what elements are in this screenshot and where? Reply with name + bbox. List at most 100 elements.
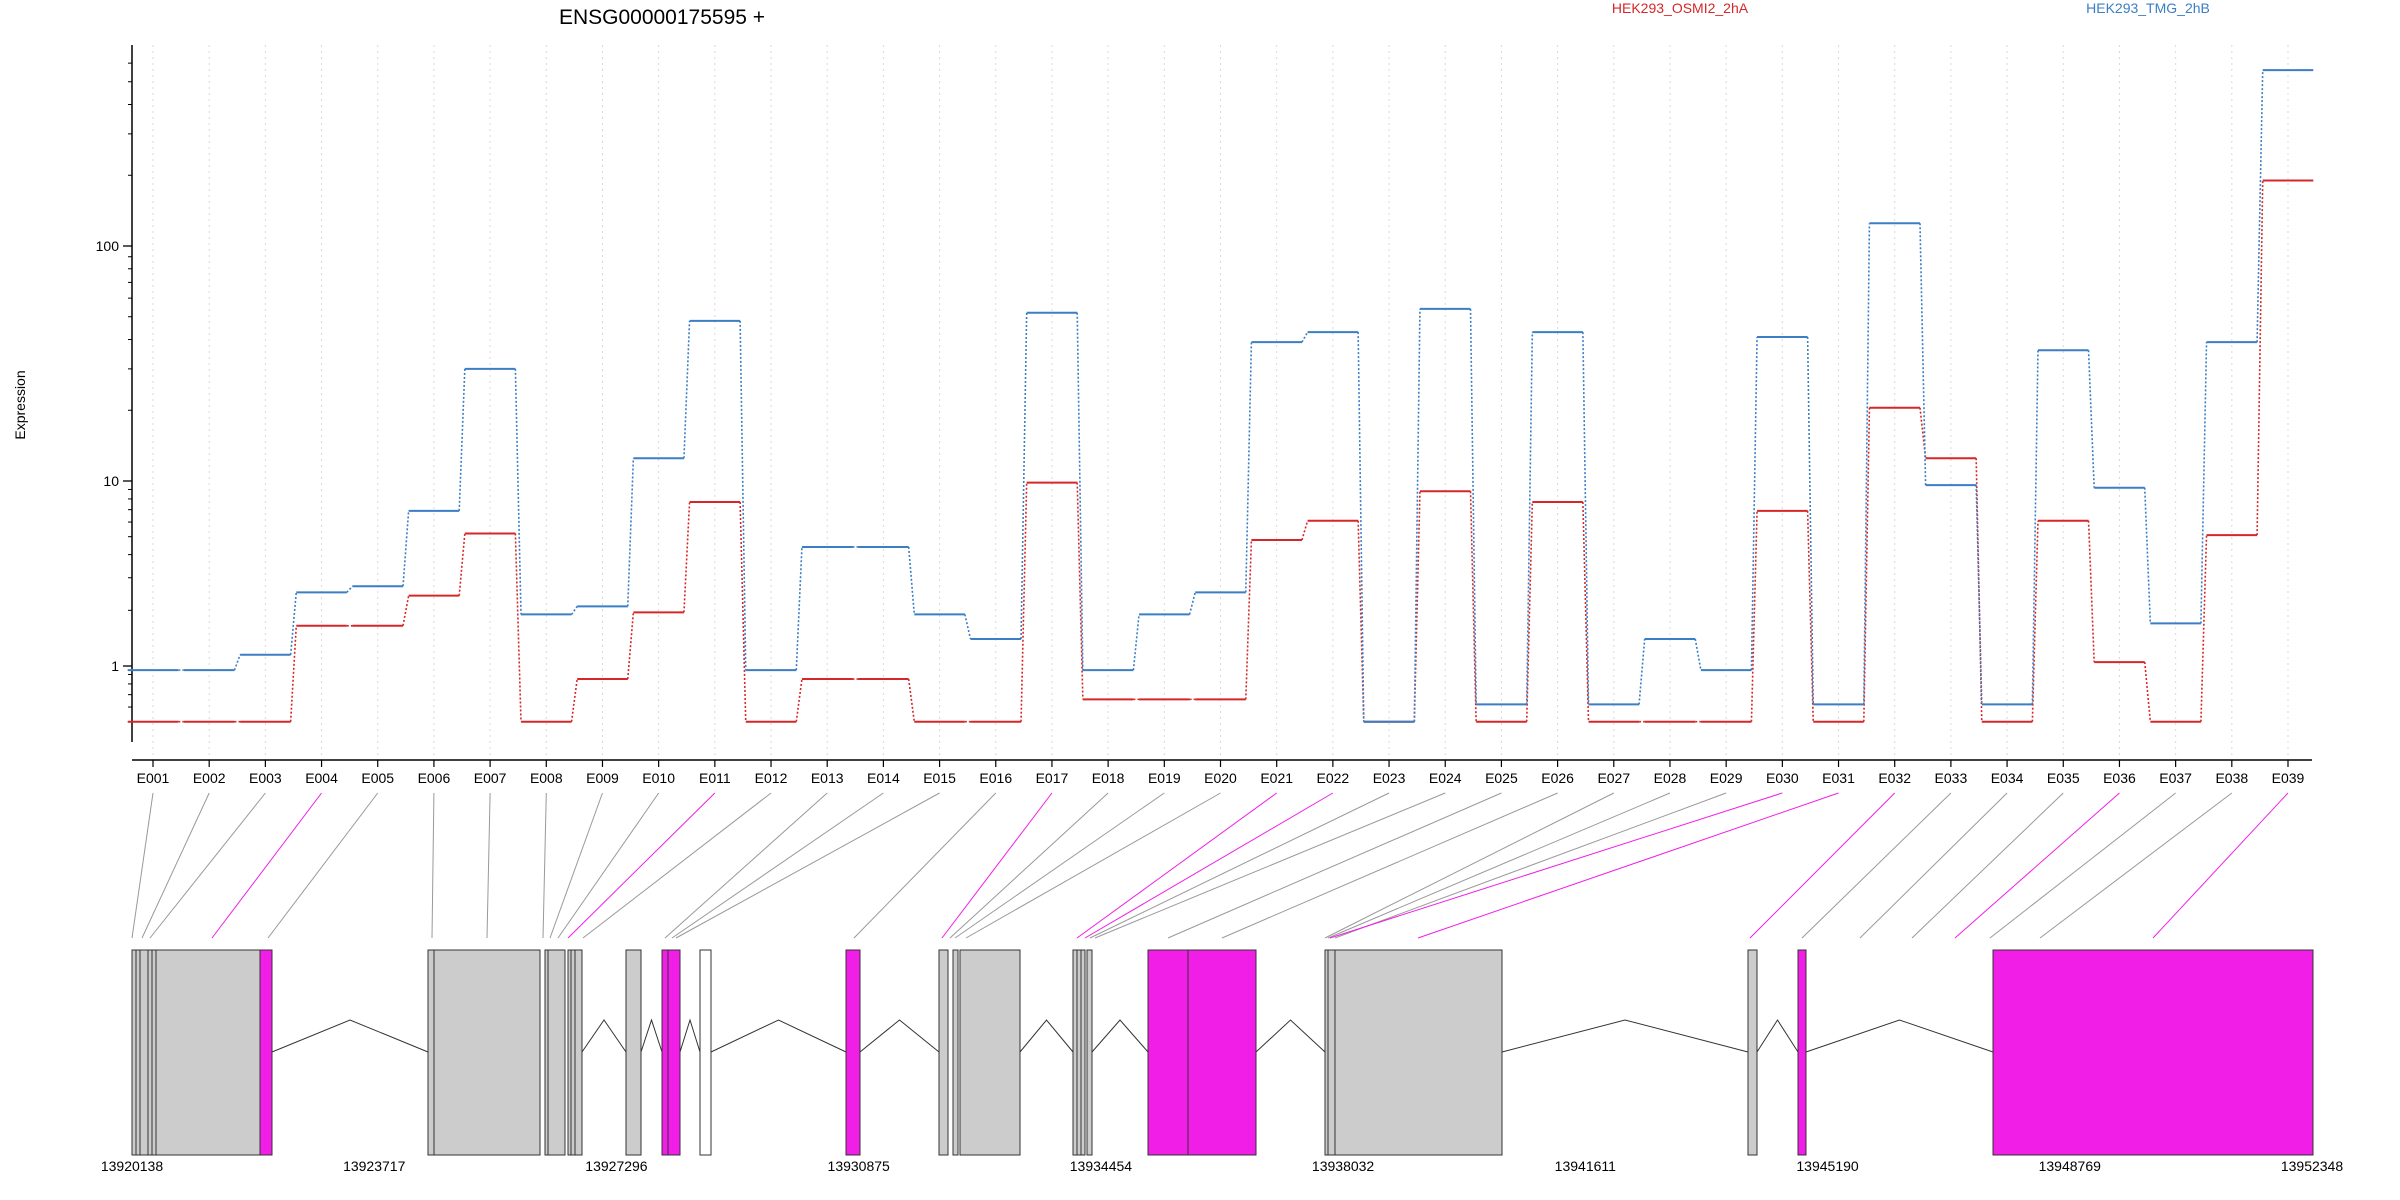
x-tick-label-e008: E008 xyxy=(530,770,563,786)
x-tick-label-e038: E038 xyxy=(2215,770,2248,786)
exon-block xyxy=(1072,949,1086,1156)
connector-e011 xyxy=(567,792,716,939)
genomic-tick-label: 13934454 xyxy=(1070,1158,1133,1174)
series-2-transition xyxy=(1694,638,1702,671)
series-2-transition xyxy=(233,654,241,671)
series-1-transition xyxy=(570,678,578,722)
legend-series-1: HEK293_OSMI2_2hA xyxy=(1612,0,1749,16)
connector-e021 xyxy=(1076,792,1277,939)
y-tick-label: 10 xyxy=(103,473,119,489)
connector-e012 xyxy=(582,792,772,939)
exon-block-highlighted xyxy=(1797,949,1807,1156)
series-1-transition xyxy=(1357,520,1365,722)
x-tick-label-e002: E002 xyxy=(193,770,226,786)
y-tick-label: 100 xyxy=(96,238,120,254)
x-tick-label-e011: E011 xyxy=(699,770,731,786)
chart-title: ENSG00000175595 + xyxy=(559,6,765,29)
connector-e001 xyxy=(131,792,154,939)
exon-block xyxy=(952,949,959,1156)
series-1-transition xyxy=(2087,520,2095,663)
x-tick-label-e036: E036 xyxy=(2103,770,2136,786)
series-2-transition xyxy=(2143,487,2152,624)
exon-block-highlighted xyxy=(845,949,861,1156)
genomic-tick-label: 13941611 xyxy=(1555,1158,1616,1174)
series-1-transition xyxy=(683,501,691,613)
series-2-transition xyxy=(458,368,466,511)
connector-e020 xyxy=(965,792,1221,939)
connector-e003 xyxy=(149,792,266,939)
x-tick-label-e012: E012 xyxy=(755,770,788,786)
x-tick-label-e006: E006 xyxy=(418,770,451,786)
series-1-transition xyxy=(1582,501,1590,722)
intron-line xyxy=(859,1019,940,1053)
x-tick-label-e004: E004 xyxy=(305,770,338,786)
x-tick-label-e021: E021 xyxy=(1260,770,1293,786)
series-1-transition xyxy=(1863,407,1871,722)
legend-series-2: HEK293_TMG_2hB xyxy=(2086,0,2210,16)
connector-e006 xyxy=(431,792,435,939)
intron-line xyxy=(1805,1019,1994,1053)
series-1-transition xyxy=(2256,180,2264,536)
x-tick-label-e031: E031 xyxy=(1822,770,1855,786)
series-1-transition xyxy=(1076,482,1084,700)
series-1-transition xyxy=(1750,510,1758,722)
intron-line xyxy=(581,1019,627,1053)
x-tick-label-e037: E037 xyxy=(2159,770,2192,786)
series-2-transition xyxy=(1357,332,1365,722)
series-2-transition xyxy=(1076,312,1084,671)
x-tick-label-e016: E016 xyxy=(979,770,1012,786)
y-axis-label: Expression xyxy=(12,370,28,439)
x-tick-label-e015: E015 xyxy=(923,770,956,786)
genomic-tick-label: 13938032 xyxy=(1312,1158,1375,1174)
connector-e039 xyxy=(2152,792,2289,939)
exon-block-highlighted xyxy=(1147,949,1189,1156)
x-tick-label-e024: E024 xyxy=(1429,770,1462,786)
series-2-transition xyxy=(289,592,298,655)
series-1 xyxy=(127,179,2314,723)
x-tick-label-e013: E013 xyxy=(811,770,844,786)
series-1-transition xyxy=(2200,535,2208,722)
series-2-transition xyxy=(739,320,747,671)
genomic-tick-label: 13927296 xyxy=(585,1158,648,1174)
connector-e028 xyxy=(1327,792,1671,939)
vertical-gridlines xyxy=(152,45,2289,760)
exon-block-highlighted xyxy=(661,949,669,1156)
gene-model xyxy=(131,949,2314,1156)
exon-block xyxy=(1747,949,1758,1156)
exon-block xyxy=(544,949,566,1156)
series-2-transition xyxy=(2031,350,2039,705)
series-2-transition xyxy=(1638,638,1646,705)
x-tick-label-e003: E003 xyxy=(249,770,282,786)
series-1-transition xyxy=(1806,510,1815,722)
exon-block-highlighted xyxy=(1187,949,1257,1156)
exon-block xyxy=(427,949,541,1156)
series-2-transition xyxy=(2087,350,2095,488)
connector-e038 xyxy=(2039,792,2233,939)
series-1-transition xyxy=(1525,501,1534,722)
exon-block xyxy=(1086,949,1093,1156)
x-tick-label-e023: E023 xyxy=(1373,770,1406,786)
series-1-transition xyxy=(458,533,466,596)
x-tick-label-e026: E026 xyxy=(1541,770,1574,786)
exon-block xyxy=(1334,949,1503,1156)
series-1-transition xyxy=(2143,662,2152,722)
series-2-transition xyxy=(1132,614,1140,671)
connector-e007 xyxy=(486,792,491,939)
series-1-transition xyxy=(626,612,635,680)
series-2-transition xyxy=(795,546,803,671)
genomic-tick-label: 13923717 xyxy=(343,1158,406,1174)
connector-e022 xyxy=(1084,792,1334,939)
connector-e019 xyxy=(954,792,1165,939)
x-tick-label-e020: E020 xyxy=(1204,770,1237,786)
connector-e015 xyxy=(675,792,940,939)
series-2-transition xyxy=(1863,223,1871,705)
connector-e035 xyxy=(1911,792,2064,939)
connector-e005 xyxy=(267,792,379,939)
series-2-transition xyxy=(1975,485,1983,705)
connector-e032 xyxy=(1749,792,1896,939)
series-1-transition xyxy=(289,625,298,722)
exon-block-highlighted xyxy=(1992,949,2314,1156)
series-1-transition xyxy=(739,501,747,722)
connector-e024 xyxy=(1094,792,1446,939)
exon-block xyxy=(625,949,642,1156)
